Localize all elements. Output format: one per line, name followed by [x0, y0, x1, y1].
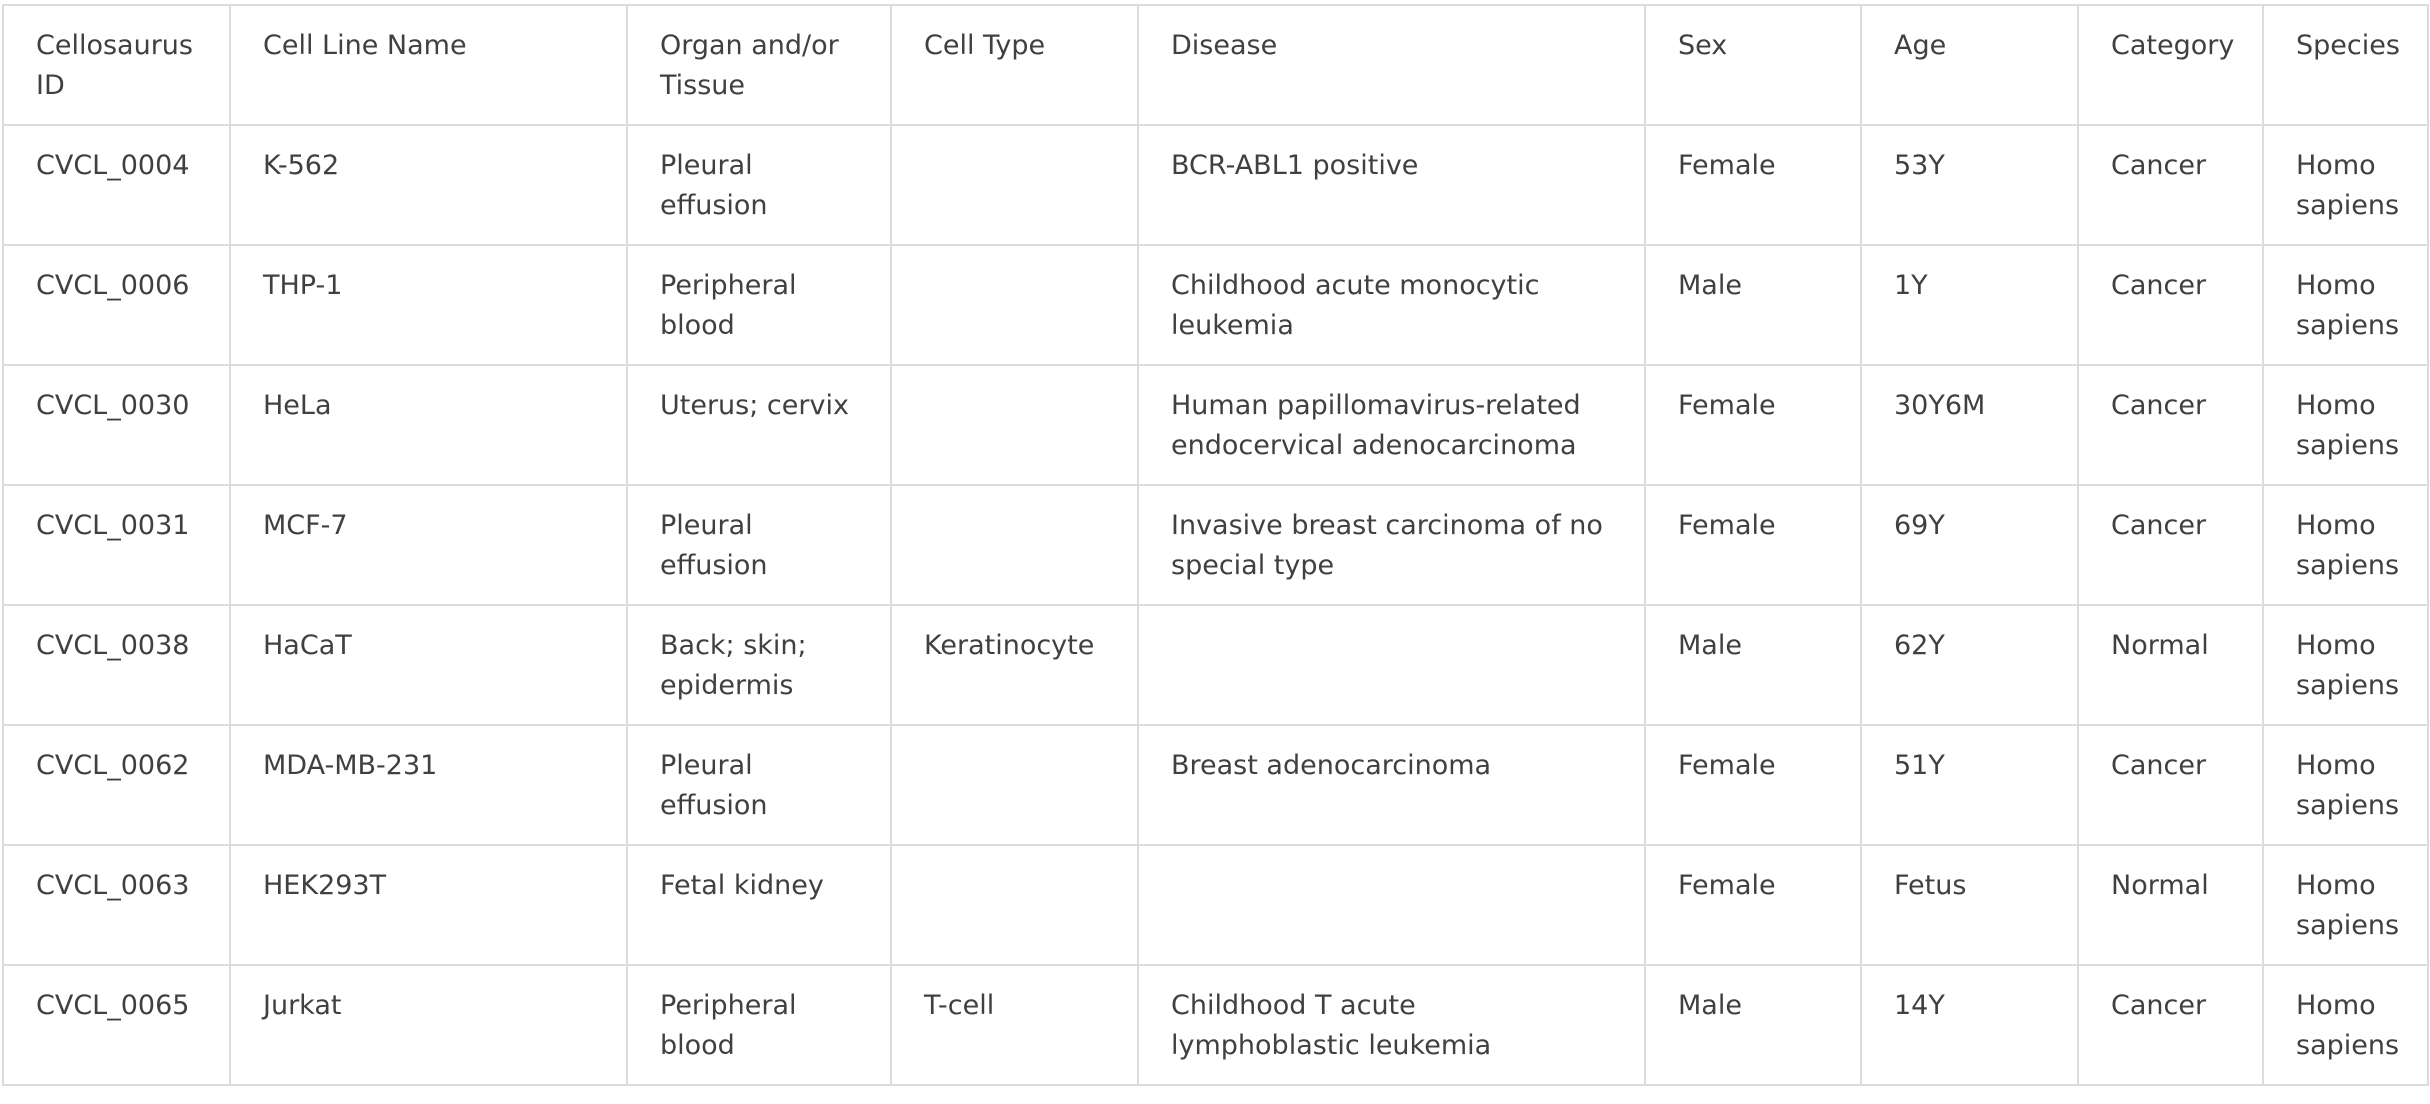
cell-category: Cancer [2077, 364, 2264, 486]
header-age: Age [1860, 4, 2079, 126]
header-disease: Disease [1137, 4, 1646, 126]
cell-cell-type [890, 244, 1139, 366]
cell-cellosaurus-id: CVCL_0004 [2, 124, 231, 246]
cell-cellosaurus-id: CVCL_0062 [2, 724, 231, 846]
header-cell-line-name: Cell Line Name [229, 4, 628, 126]
cell-species: Homo sapiens [2262, 244, 2429, 366]
cell-sex: Male [1644, 964, 1862, 1086]
cell-cellosaurus-id: CVCL_0031 [2, 484, 231, 606]
cell-age: 69Y [1860, 484, 2079, 606]
cell-cellosaurus-id: CVCL_0030 [2, 364, 231, 486]
header-category: Category [2077, 4, 2264, 126]
cell-species: Homo sapiens [2262, 844, 2429, 966]
cell-sex: Female [1644, 364, 1862, 486]
cell-organ-tissue: Peripheral blood [626, 964, 892, 1086]
cell-sex: Female [1644, 724, 1862, 846]
cell-cell-line-name: MCF-7 [229, 484, 628, 606]
table-row: CVCL_0006 THP-1 Peripheral blood Childho… [2, 244, 2429, 366]
cell-cellosaurus-id: CVCL_0006 [2, 244, 231, 366]
cell-species: Homo sapiens [2262, 724, 2429, 846]
cell-category: Normal [2077, 844, 2264, 966]
cell-cell-type: Keratinocyte [890, 604, 1139, 726]
cell-sex: Male [1644, 244, 1862, 366]
cell-age: 51Y [1860, 724, 2079, 846]
table-header: Cellosaurus ID Cell Line Name Organ and/… [2, 4, 2429, 126]
cell-age: 14Y [1860, 964, 2079, 1086]
table-row: CVCL_0031 MCF-7 Pleural effusion Invasiv… [2, 484, 2429, 606]
cell-disease [1137, 604, 1646, 726]
cell-disease: BCR-ABL1 positive [1137, 124, 1646, 246]
cell-species: Homo sapiens [2262, 604, 2429, 726]
cell-age: 62Y [1860, 604, 2079, 726]
cell-sex: Female [1644, 484, 1862, 606]
cell-category: Cancer [2077, 124, 2264, 246]
cell-cell-type: T-cell [890, 964, 1139, 1086]
cell-cell-type [890, 124, 1139, 246]
header-species: Species [2262, 4, 2429, 126]
cell-age: 1Y [1860, 244, 2079, 366]
cell-category: Cancer [2077, 244, 2264, 366]
table-row: CVCL_0030 HeLa Uterus; cervix Human papi… [2, 364, 2429, 486]
table-row: CVCL_0004 K-562 Pleural effusion BCR-ABL… [2, 124, 2429, 246]
cell-species: Homo sapiens [2262, 124, 2429, 246]
table-body: CVCL_0004 K-562 Pleural effusion BCR-ABL… [2, 124, 2429, 1086]
cell-cell-line-name: MDA-MB-231 [229, 724, 628, 846]
cell-cell-line-name: K-562 [229, 124, 628, 246]
cell-species: Homo sapiens [2262, 484, 2429, 606]
cell-cellosaurus-id: CVCL_0065 [2, 964, 231, 1086]
header-sex: Sex [1644, 4, 1862, 126]
cell-organ-tissue: Back; skin; epidermis [626, 604, 892, 726]
header-cellosaurus-id: Cellosaurus ID [2, 4, 231, 126]
cell-species: Homo sapiens [2262, 364, 2429, 486]
cell-disease: Breast adenocarcinoma [1137, 724, 1646, 846]
cell-category: Normal [2077, 604, 2264, 726]
cell-disease: Childhood acute monocytic leukemia [1137, 244, 1646, 366]
cell-cell-type [890, 364, 1139, 486]
table-row: CVCL_0063 HEK293T Fetal kidney Female Fe… [2, 844, 2429, 966]
cell-cell-type [890, 484, 1139, 606]
header-organ-tissue: Organ and/or Tissue [626, 4, 892, 126]
cell-age: 53Y [1860, 124, 2079, 246]
table-row: CVCL_0038 HaCaT Back; skin; epidermis Ke… [2, 604, 2429, 726]
cell-sex: Female [1644, 844, 1862, 966]
cell-category: Cancer [2077, 724, 2264, 846]
cell-sex: Male [1644, 604, 1862, 726]
cell-cell-type [890, 724, 1139, 846]
cell-category: Cancer [2077, 964, 2264, 1086]
cell-cell-line-name: Jurkat [229, 964, 628, 1086]
cell-cellosaurus-id: CVCL_0063 [2, 844, 231, 966]
cell-disease: Invasive breast carcinoma of no special … [1137, 484, 1646, 606]
cell-category: Cancer [2077, 484, 2264, 606]
cell-disease [1137, 844, 1646, 966]
cell-age: Fetus [1860, 844, 2079, 966]
cell-organ-tissue: Fetal kidney [626, 844, 892, 966]
cell-age: 30Y6M [1860, 364, 2079, 486]
cell-species: Homo sapiens [2262, 964, 2429, 1086]
cell-cell-type [890, 844, 1139, 966]
table-row: CVCL_0065 Jurkat Peripheral blood T-cell… [2, 964, 2429, 1086]
cell-organ-tissue: Peripheral blood [626, 244, 892, 366]
cell-organ-tissue: Pleural effusion [626, 484, 892, 606]
cell-cell-line-name: HaCaT [229, 604, 628, 726]
header-row: Cellosaurus ID Cell Line Name Organ and/… [2, 4, 2429, 126]
cell-organ-tissue: Uterus; cervix [626, 364, 892, 486]
cell-disease: Childhood T acute lymphoblastic leukemia [1137, 964, 1646, 1086]
cell-cell-line-name: HeLa [229, 364, 628, 486]
cell-cell-line-name: THP-1 [229, 244, 628, 366]
cell-lines-table: Cellosaurus ID Cell Line Name Organ and/… [2, 4, 2429, 1086]
cell-disease: Human papillomavirus-related endocervica… [1137, 364, 1646, 486]
table-row: CVCL_0062 MDA-MB-231 Pleural effusion Br… [2, 724, 2429, 846]
cell-cell-line-name: HEK293T [229, 844, 628, 966]
header-cell-type: Cell Type [890, 4, 1139, 126]
cell-cellosaurus-id: CVCL_0038 [2, 604, 231, 726]
cell-organ-tissue: Pleural effusion [626, 124, 892, 246]
cell-organ-tissue: Pleural effusion [626, 724, 892, 846]
cell-lines-table-container: Cellosaurus ID Cell Line Name Organ and/… [2, 4, 2429, 1086]
cell-sex: Female [1644, 124, 1862, 246]
